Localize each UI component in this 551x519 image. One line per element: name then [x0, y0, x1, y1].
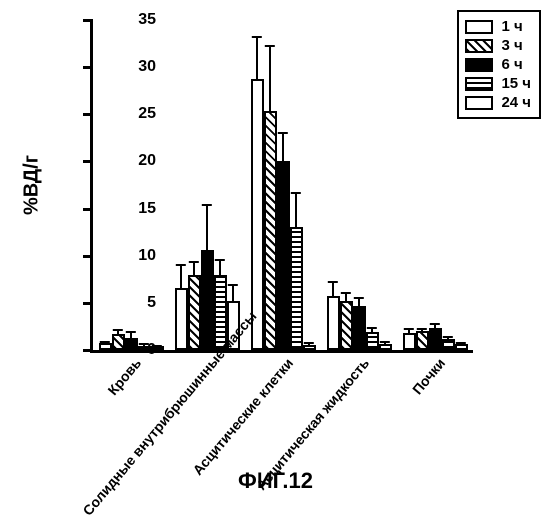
y-tick	[83, 302, 93, 305]
bar	[455, 344, 468, 350]
y-tick	[83, 208, 93, 211]
bar	[290, 227, 303, 350]
bar	[340, 301, 353, 350]
legend: 1 ч 3 ч 6 ч 15 ч 24 ч	[457, 10, 541, 119]
bar	[429, 328, 442, 350]
bar	[251, 79, 264, 350]
bar	[201, 250, 214, 350]
legend-swatch	[465, 39, 493, 53]
y-tick-label: 15	[138, 200, 156, 218]
bar	[366, 332, 379, 350]
legend-label: 6 ч	[501, 56, 522, 73]
y-tick	[83, 66, 93, 69]
y-tick	[83, 255, 93, 258]
bar	[416, 331, 429, 350]
bar	[379, 344, 392, 350]
bar	[442, 339, 455, 350]
bar	[353, 306, 366, 350]
legend-item: 6 ч	[465, 56, 531, 73]
y-tick-label: 35	[138, 11, 156, 29]
legend-item: 24 ч	[465, 94, 531, 111]
bar	[327, 296, 340, 350]
y-tick-label: 20	[138, 152, 156, 170]
legend-swatch	[465, 77, 493, 91]
bar	[125, 338, 138, 350]
y-tick	[83, 19, 93, 22]
legend-label: 15 ч	[501, 75, 531, 92]
figure: %ВД/г 1 ч3 ч6 ч15 ч24 ч ФИГ.12 051015202…	[0, 0, 551, 500]
y-tick-label: 30	[138, 58, 156, 76]
legend-label: 3 ч	[501, 37, 522, 54]
bar	[112, 334, 125, 350]
y-tick	[83, 349, 93, 352]
legend-swatch	[465, 96, 493, 110]
y-axis-label: %ВД/г	[21, 155, 44, 215]
legend-item: 3 ч	[465, 37, 531, 54]
bar	[188, 275, 201, 350]
bar	[264, 111, 277, 350]
legend-item: 1 ч	[465, 18, 531, 35]
y-tick-label: 25	[138, 105, 156, 123]
y-tick	[83, 113, 93, 116]
legend-swatch	[465, 58, 493, 72]
bar	[277, 161, 290, 350]
bar	[303, 345, 316, 350]
legend-label: 1 ч	[501, 18, 522, 35]
legend-label: 24 ч	[501, 94, 531, 111]
y-tick-label: 10	[138, 247, 156, 265]
legend-swatch	[465, 20, 493, 34]
legend-item: 15 ч	[465, 75, 531, 92]
y-tick-label: 5	[147, 294, 156, 312]
y-tick	[83, 160, 93, 163]
bar	[175, 288, 188, 350]
bar	[99, 343, 112, 350]
bar	[403, 333, 416, 350]
y-tick-label: 0	[147, 341, 156, 359]
